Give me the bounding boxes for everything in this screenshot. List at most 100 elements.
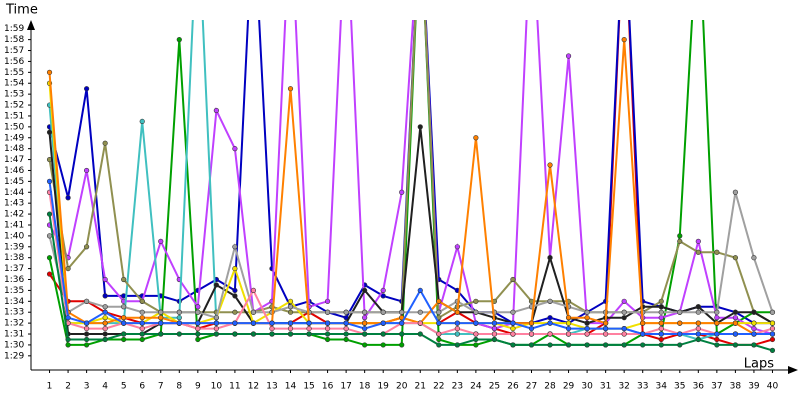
plot-area: [46, 20, 776, 353]
point: [102, 331, 108, 337]
point: [46, 178, 53, 184]
point: [695, 320, 701, 326]
point: [362, 315, 368, 321]
point: [417, 287, 423, 294]
point: [213, 331, 219, 337]
point: [510, 342, 516, 348]
point: [621, 342, 627, 348]
y-axis-arrow: [27, 20, 35, 30]
point: [695, 309, 701, 315]
series-line: [48, 20, 773, 335]
y-tick-label: 1:47: [4, 155, 24, 165]
point: [84, 298, 90, 304]
point: [287, 86, 294, 92]
point: [621, 309, 627, 315]
point: [399, 331, 405, 337]
point: [343, 325, 349, 332]
y-tick-label: 1:31: [4, 330, 24, 340]
point: [399, 309, 405, 315]
y-tick-label: 1:50: [4, 122, 24, 132]
x-tick-label: 33: [637, 382, 648, 392]
point: [751, 325, 757, 332]
point: [658, 320, 664, 326]
point: [158, 315, 164, 321]
point: [621, 37, 627, 43]
point: [102, 293, 108, 299]
point: [658, 309, 664, 315]
point: [751, 320, 757, 326]
point: [510, 320, 516, 326]
point: [65, 342, 71, 348]
point: [380, 287, 386, 294]
point: [751, 331, 757, 337]
point: [287, 325, 294, 332]
point: [380, 309, 386, 315]
point: [769, 331, 776, 337]
point: [491, 331, 498, 337]
point: [695, 304, 701, 310]
point: [547, 255, 553, 261]
point: [584, 315, 590, 321]
point: [510, 276, 516, 283]
point: [454, 342, 460, 348]
y-tick-label: 1:40: [4, 231, 24, 241]
y-tick-label: 1:51: [4, 111, 24, 121]
point: [454, 244, 460, 250]
y-tick-label: 1:43: [4, 199, 24, 209]
point: [102, 320, 108, 326]
y-tick-label: 1:42: [4, 210, 24, 220]
y-tick-label: 1:58: [4, 35, 24, 45]
point: [213, 107, 219, 114]
y-tick-label: 1:56: [4, 57, 24, 67]
point: [658, 336, 664, 343]
point: [658, 331, 664, 337]
point: [436, 309, 442, 315]
point: [232, 331, 238, 337]
point: [732, 331, 738, 337]
point: [565, 320, 572, 326]
point: [621, 331, 627, 337]
point: [769, 325, 776, 332]
point: [473, 298, 479, 304]
y-tick-label: 1:46: [4, 166, 24, 176]
point: [362, 287, 368, 294]
point: [46, 211, 53, 217]
x-tick-label: 20: [396, 382, 408, 392]
point: [658, 325, 664, 332]
point: [287, 309, 294, 315]
point: [510, 331, 516, 337]
y-tick-label: 1:52: [4, 101, 24, 111]
x-tick-label: 18: [359, 382, 371, 392]
point: [195, 320, 201, 326]
point: [84, 331, 90, 337]
point: [510, 309, 516, 315]
point: [640, 342, 646, 348]
point: [324, 336, 331, 343]
point: [250, 287, 257, 294]
x-tick-label: 5: [121, 382, 127, 392]
y-tick-label: 1:59: [4, 24, 24, 34]
point: [46, 69, 53, 75]
point: [269, 320, 275, 326]
point: [84, 167, 90, 174]
point: [158, 331, 164, 337]
point: [232, 309, 238, 315]
x-tick-label: 12: [248, 382, 259, 392]
point: [528, 320, 535, 326]
y-tick-label: 1:38: [4, 253, 24, 263]
y-axis-title: Time: [5, 3, 38, 18]
point: [195, 331, 201, 337]
point: [714, 249, 720, 255]
point: [84, 336, 90, 343]
point: [399, 320, 405, 326]
point: [436, 342, 442, 348]
point: [306, 320, 312, 326]
point: [102, 276, 108, 283]
point: [491, 336, 498, 343]
point: [65, 195, 71, 201]
point: [176, 309, 182, 315]
y-tick-label: 1:30: [4, 340, 24, 350]
point: [436, 331, 442, 337]
point: [65, 336, 71, 343]
